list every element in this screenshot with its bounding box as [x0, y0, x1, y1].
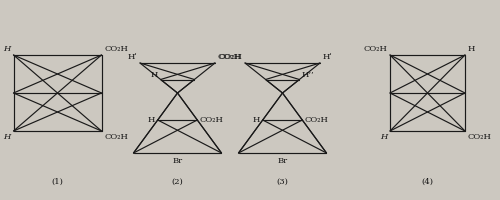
Text: CO₂H: CO₂H: [363, 45, 387, 53]
Text: CO₂H: CO₂H: [468, 133, 492, 141]
Text: (3): (3): [276, 178, 288, 186]
Text: (1): (1): [52, 178, 64, 186]
Text: H: H: [4, 133, 10, 141]
Text: CO₂H: CO₂H: [218, 53, 242, 61]
Text: H: H: [151, 71, 158, 79]
Text: Hʹ: Hʹ: [128, 53, 138, 61]
Text: CO₂H: CO₂H: [200, 116, 224, 124]
Text: CO₂H: CO₂H: [104, 133, 128, 141]
Text: CO₂H: CO₂H: [305, 116, 328, 124]
Text: H’’: H’’: [302, 71, 314, 79]
Text: (2): (2): [172, 178, 183, 186]
Text: Br: Br: [172, 157, 182, 165]
Text: Br: Br: [278, 157, 287, 165]
Text: CO₂H: CO₂H: [218, 53, 242, 61]
Text: H: H: [468, 45, 475, 53]
Text: Hʹ: Hʹ: [322, 53, 332, 61]
Text: H: H: [4, 45, 10, 53]
Text: H: H: [380, 133, 387, 141]
Text: H: H: [148, 116, 155, 124]
Text: CO₂H: CO₂H: [104, 45, 128, 53]
Text: (4): (4): [422, 178, 434, 186]
Text: H: H: [253, 116, 260, 124]
